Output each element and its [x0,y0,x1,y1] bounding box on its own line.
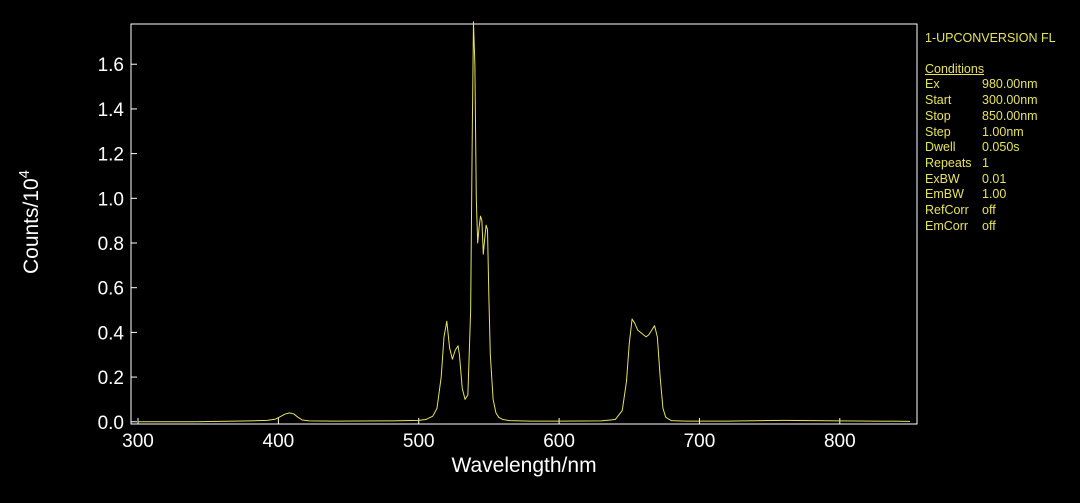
condition-key: Stop [925,108,951,123]
condition-key: EmBW [925,187,964,202]
condition-row: ExBW 0.01 [925,172,1056,188]
y-axis-title: Counts/104 [16,170,43,274]
condition-row: Start 300.00nm [925,93,1056,109]
conditions-list: Ex 980.00nm Start 300.00nm Stop 850.00nm Step 1… [925,77,1056,234]
y-axis: 0.0 0.2 0.4 0.6 0.8 1.0 1.2 1.4 1.6 [98,55,137,434]
condition-value: 1 [982,155,989,170]
y-tick-label: 1.2 [98,145,124,166]
x-tick-label: 500 [403,431,435,452]
plot-frame [130,23,918,425]
x-tick-label: 700 [684,431,716,452]
condition-value: 1.00 [982,187,1007,202]
experiment-title: 1-UPCONVERSION FL [925,31,1056,45]
x-axis: 300 400 500 600 700 800 [122,418,856,452]
condition-value: 850.00nm [982,108,1038,123]
condition-row: EmCorr off [925,219,1056,235]
condition-value: 980.00nm [982,77,1038,92]
y-tick-label: 0.6 [98,279,124,300]
y-tick-label: 0.0 [98,413,124,434]
condition-row: Step 1.00nm [925,125,1056,141]
spectrum-series-line [138,21,910,423]
conditions-panel: 1-UPCONVERSION FL Conditions Ex 980.00nm S… [925,31,1056,234]
condition-key: Dwell [925,140,956,155]
x-tick-label: 600 [543,431,575,452]
condition-value: 1.00nm [982,124,1024,139]
condition-key: Ex [925,77,940,92]
condition-row: EmBW 1.00 [925,187,1056,203]
condition-key: EmCorr [925,218,969,233]
y-tick-label: 1.6 [98,55,124,76]
condition-value: 0.050s [982,140,1020,155]
condition-value: off [982,218,996,233]
x-axis-title: Wavelength/nm [451,454,596,477]
condition-key: RefCorr [925,203,969,218]
y-axis-title-exponent: 4 [16,170,33,178]
x-tick-label: 400 [263,431,295,452]
y-tick-label: 0.8 [98,234,124,255]
condition-value: 300.00nm [982,93,1038,108]
condition-key: Step [925,124,951,139]
condition-row: RefCorr off [925,203,1056,219]
y-tick-label: 0.2 [98,368,124,389]
conditions-header: Conditions [925,61,985,76]
condition-value: 0.01 [982,171,1007,186]
condition-row: Dwell 0.050s [925,140,1056,156]
x-tick-label: 300 [122,431,154,452]
x-tick-label: 800 [824,431,856,452]
y-axis-title-base: Counts/10 [20,178,43,274]
y-tick-label: 0.4 [98,323,125,344]
condition-row: Repeats 1 [925,156,1056,172]
y-tick-label: 1.0 [98,189,124,210]
condition-key: Start [925,93,952,108]
condition-row: Ex 980.00nm [925,77,1056,93]
y-tick-label: 1.4 [98,100,125,121]
condition-value: off [982,203,996,218]
condition-key: Repeats [925,155,972,170]
condition-row: Stop 850.00nm [925,109,1056,125]
condition-key: ExBW [925,171,960,186]
